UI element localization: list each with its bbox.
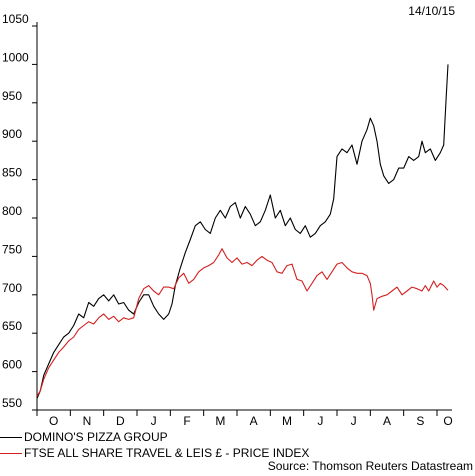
y-tick-label: 550 — [2, 396, 22, 410]
series-lines — [36, 64, 449, 399]
y-tick-label: 750 — [2, 242, 22, 256]
legend-swatch-series1 — [0, 436, 22, 438]
series-line-1 — [36, 64, 449, 399]
y-tick-label: 800 — [2, 204, 22, 218]
x-tick-label: F — [183, 414, 190, 428]
legend-item-series1: DOMINO'S PIZZA GROUP — [0, 429, 309, 445]
x-tick-label: J — [317, 414, 323, 428]
legend-swatch-series2 — [0, 452, 22, 454]
x-tick-label: A — [383, 414, 391, 428]
x-tick-label: S — [416, 414, 424, 428]
legend-label-series1: DOMINO'S PIZZA GROUP — [24, 430, 168, 444]
y-tick-label: 1000 — [2, 50, 29, 64]
x-tick-label: A — [250, 414, 258, 428]
x-tick-label: O — [443, 414, 452, 428]
x-tick-label: O — [49, 414, 58, 428]
y-tick-label: 650 — [2, 319, 22, 333]
source-note: Source: Thomson Reuters Datastream — [267, 459, 473, 473]
x-tick-label: J — [151, 414, 157, 428]
legend-label-series2: FTSE ALL SHARE TRAVEL & LEIS £ - PRICE I… — [24, 446, 310, 460]
x-tick-label: M — [215, 414, 225, 428]
y-tick-label: 950 — [2, 89, 22, 103]
y-tick-label: 700 — [2, 281, 22, 295]
legend: DOMINO'S PIZZA GROUP FTSE ALL SHARE TRAV… — [0, 429, 309, 461]
legend-item-series2: FTSE ALL SHARE TRAVEL & LEIS £ - PRICE I… — [0, 445, 309, 461]
y-tick-label: 1050 — [2, 12, 29, 26]
y-tick-label: 900 — [2, 127, 22, 141]
y-tick-label: 850 — [2, 166, 22, 180]
series-line-2 — [36, 248, 449, 397]
x-tick-label: J — [351, 414, 357, 428]
x-tick-label: D — [116, 414, 125, 428]
date-label: 14/10/15 — [408, 4, 455, 18]
x-tick-label: M — [282, 414, 292, 428]
y-tick-label: 600 — [2, 358, 22, 372]
x-tick-label: N — [83, 414, 92, 428]
y-axis: 550 600 650 700 750 800 850 900 950 1000 1050 — [2, 12, 38, 411]
